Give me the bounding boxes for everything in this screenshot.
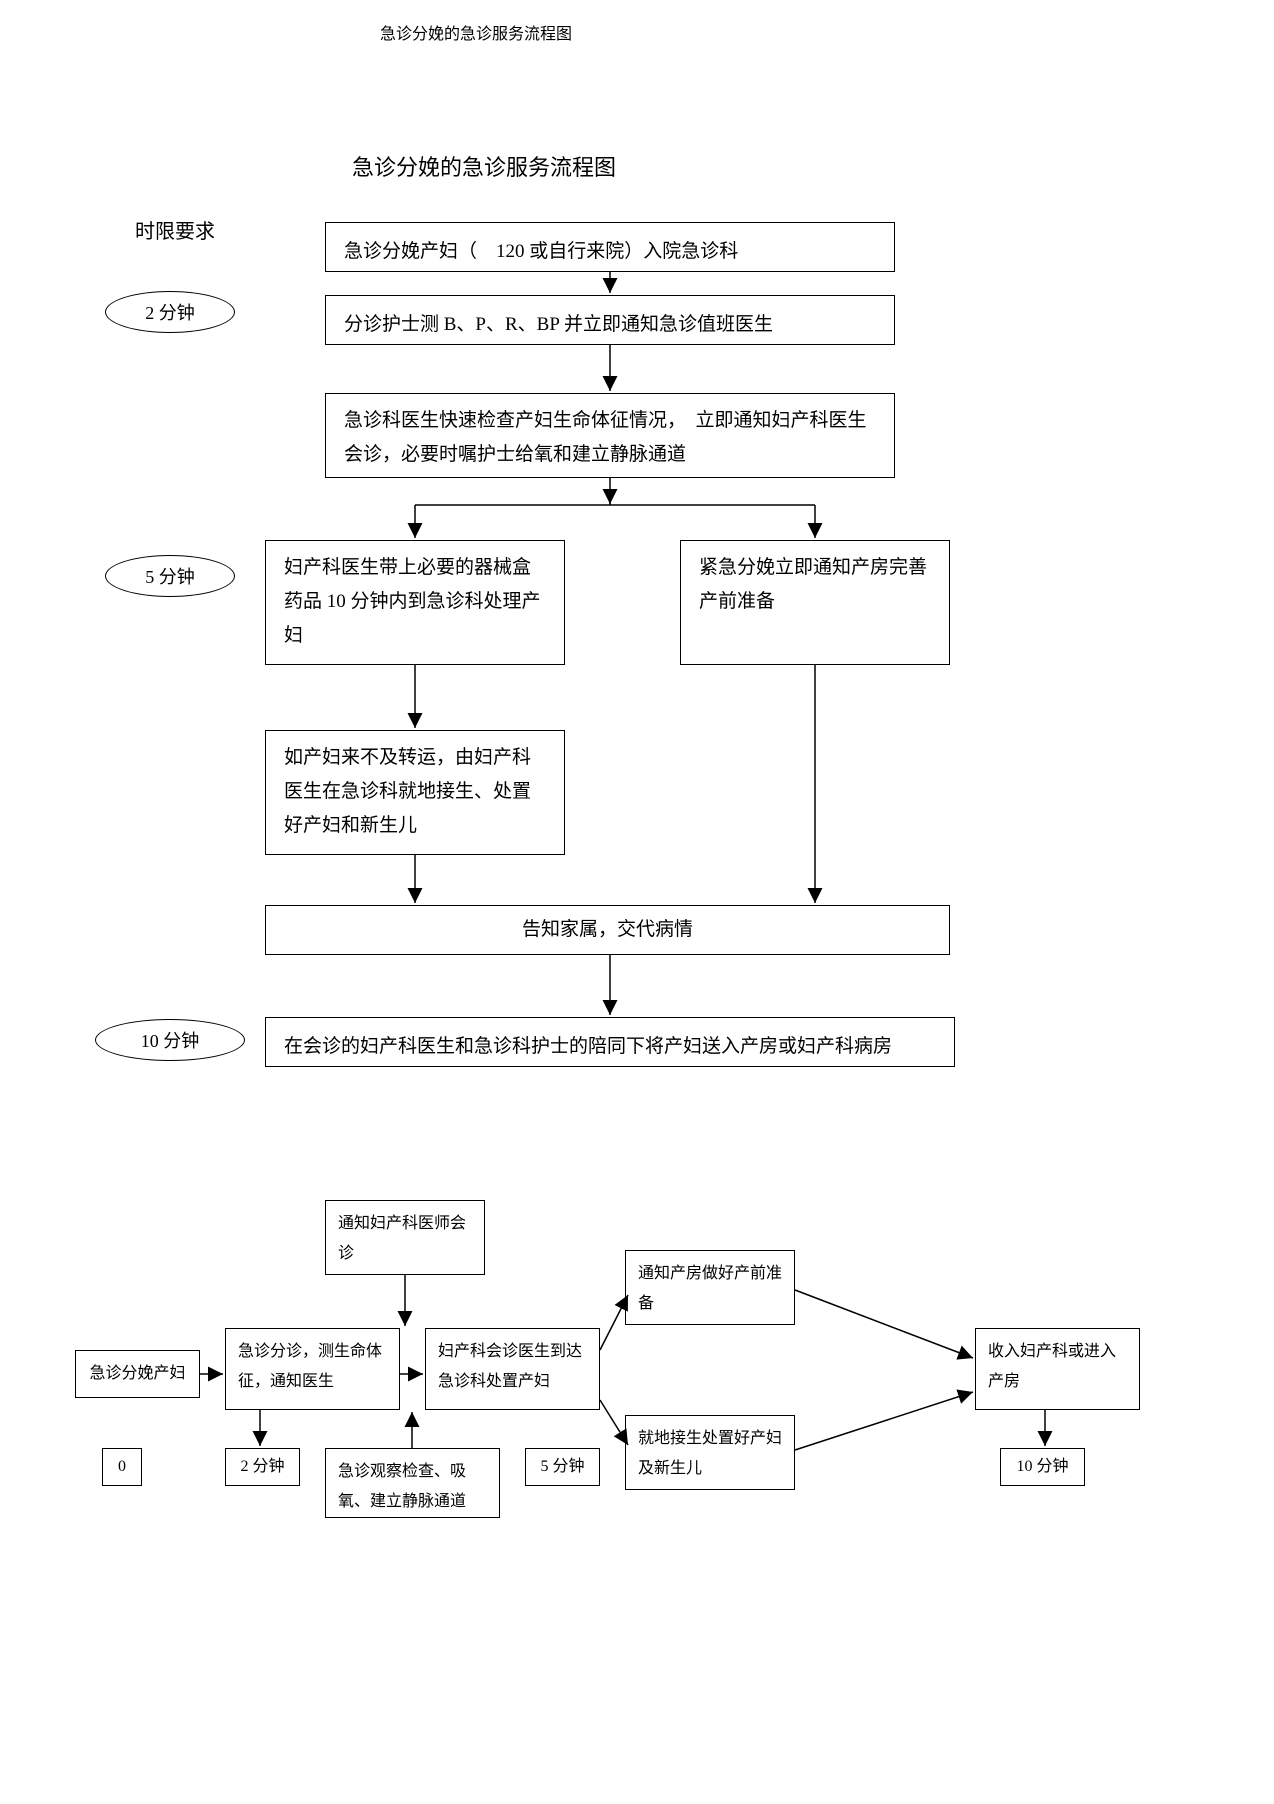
tl-t0: 0 <box>102 1448 142 1486</box>
time-label: 2 分钟 <box>145 299 195 325</box>
tl-label: 0 <box>118 1452 126 1482</box>
side-header: 时限要求 <box>135 215 215 244</box>
doc-title: 急诊分娩的急诊服务流程图 <box>352 150 616 182</box>
tl-notify-ob: 通知妇产科医师会诊 <box>325 1200 485 1275</box>
tl-t5: 5 分钟 <box>525 1448 600 1486</box>
box-onsite-delivery: 如产妇来不及转运，由妇产科医生在急诊科就地接生、处置好产妇和新生儿 <box>265 730 565 855</box>
tl-notify-delivery: 通知产房做好产前准备 <box>625 1250 795 1325</box>
time-label: 5 分钟 <box>145 563 195 589</box>
tl-label: 10 分钟 <box>1016 1452 1068 1482</box>
time-ellipse-10min: 10 分钟 <box>95 1019 245 1061</box>
tl-t10: 10 分钟 <box>1000 1448 1085 1486</box>
tl-label: 5 分钟 <box>540 1452 584 1482</box>
tl-patient: 急诊分娩产妇 <box>75 1350 200 1398</box>
tl-admit: 收入妇产科或进入产房 <box>975 1328 1140 1410</box>
box-inform-family: 告知家属，交代病情 <box>265 905 950 955</box>
tl-label: 急诊分娩产妇 <box>89 1359 185 1389</box>
tl-triage: 急诊分诊，测生命体征，通知医生 <box>225 1328 400 1410</box>
tl-observe: 急诊观察检查、吸氧、建立静脉通道 <box>325 1448 500 1518</box>
box-er-doctor: 急诊科医生快速检查产妇生命体征情况， 立即通知妇产科医生会诊，必要时嘱护士给氧和… <box>325 393 895 478</box>
box-escort-ward: 在会诊的妇产科医生和急诊科护士的陪同下将产妇送入产房或妇产科病房 <box>265 1017 955 1067</box>
time-ellipse-2min: 2 分钟 <box>105 291 235 333</box>
tl-ob-arrive: 妇产科会诊医生到达急诊科处置产妇 <box>425 1328 600 1410</box>
time-ellipse-5min: 5 分钟 <box>105 555 235 597</box>
tl-onsite: 就地接生处置好产妇及新生儿 <box>625 1415 795 1490</box>
box-admission: 急诊分娩产妇（ 120 或自行来院）入院急诊科 <box>325 222 895 272</box>
box-urgent-notify: 紧急分娩立即通知产房完善产前准备 <box>680 540 950 665</box>
box-triage-nurse: 分诊护士测 B、P、R、BP 并立即通知急诊值班医生 <box>325 295 895 345</box>
tl-label: 2 分钟 <box>240 1452 284 1482</box>
inform-text: 告知家属，交代病情 <box>522 913 693 947</box>
doc-header: 急诊分娩的急诊服务流程图 <box>380 20 572 44</box>
page: 急诊分娩的急诊服务流程图 急诊分娩的急诊服务流程图 时限要求 2 分钟 5 分钟… <box>0 0 1274 1804</box>
tl-t2: 2 分钟 <box>225 1448 300 1486</box>
box-ob-doctor-equip: 妇产科医生带上必要的器械盒药品 10 分钟内到急诊科处理产妇 <box>265 540 565 665</box>
time-label: 10 分钟 <box>141 1027 200 1053</box>
